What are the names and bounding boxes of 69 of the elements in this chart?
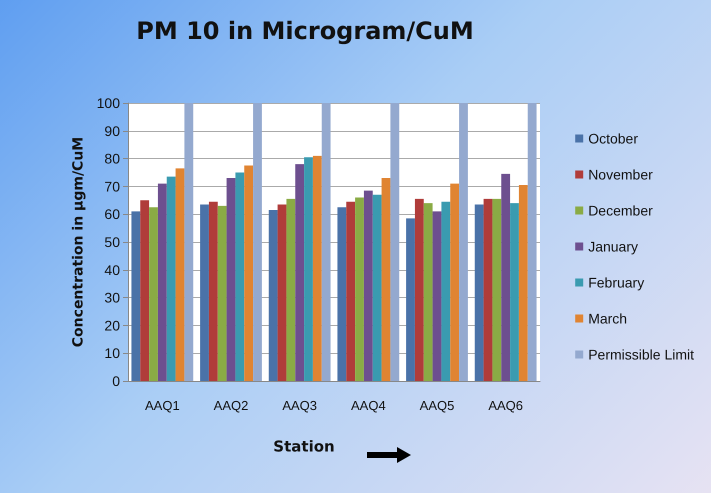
x-tick-label: AAQ5 — [420, 398, 454, 413]
legend-label: January — [588, 238, 638, 254]
y-tick-label: 20 — [104, 317, 120, 334]
bar — [510, 203, 519, 381]
bar — [424, 203, 433, 381]
y-tick-label: 100 — [96, 95, 120, 111]
bar — [390, 103, 400, 381]
bar — [253, 103, 262, 381]
legend-label: March — [588, 310, 628, 326]
bar — [414, 198, 424, 381]
y-tick-label: 40 — [104, 262, 120, 278]
legend-label: February — [588, 274, 644, 290]
y-tick-label: 10 — [104, 345, 120, 362]
y-tick-label: 70 — [104, 178, 120, 194]
legend-label: December — [588, 202, 654, 218]
x-tick-label: AAQ2 — [214, 398, 248, 413]
bar — [432, 211, 442, 381]
bar — [501, 174, 510, 381]
chart-title: PM 10 in Microgram/CuM — [136, 17, 474, 45]
legend-label: November — [588, 166, 654, 182]
bar — [184, 103, 194, 381]
legend-label: October — [588, 130, 638, 146]
bar — [322, 103, 331, 381]
bar — [346, 202, 356, 381]
bar — [528, 103, 537, 381]
bar — [372, 194, 382, 381]
bar — [406, 218, 415, 381]
y-tick-label: 90 — [104, 122, 120, 139]
bar — [140, 200, 150, 381]
bar — [450, 184, 460, 381]
x-tick-label: AAQ3 — [282, 398, 318, 413]
bar — [218, 206, 227, 381]
bar — [312, 156, 322, 381]
bar — [235, 172, 244, 381]
bar — [208, 202, 218, 381]
y-tick-label: 60 — [104, 206, 120, 222]
bar — [518, 185, 528, 381]
bar — [268, 210, 278, 381]
bar — [131, 211, 140, 381]
bar — [176, 168, 184, 381]
y-tick-label: 30 — [104, 290, 120, 306]
bar — [441, 202, 450, 381]
bar — [149, 207, 158, 381]
bar — [244, 166, 254, 381]
bar — [226, 178, 236, 381]
bar — [295, 164, 304, 381]
x-tick-label: AAQ1 — [144, 398, 180, 413]
bar — [484, 198, 492, 381]
bar — [492, 198, 502, 381]
x-tick-label: AAQ6 — [488, 398, 524, 413]
bar — [158, 184, 167, 381]
bar — [337, 207, 346, 381]
y-tick-label: 80 — [104, 150, 120, 167]
bar — [459, 103, 468, 381]
bar — [364, 190, 373, 381]
x-axis-title: Station — [273, 438, 335, 456]
bar — [382, 178, 390, 381]
bar — [166, 176, 176, 381]
x-tick-label: AAQ4 — [350, 398, 386, 413]
y-tick-label: 50 — [104, 234, 120, 250]
y-tick-label: 0 — [112, 373, 120, 389]
bar — [355, 198, 364, 381]
bar — [304, 157, 313, 381]
bar — [474, 204, 484, 381]
legend-label: Permissible Limit — [588, 346, 694, 362]
bar — [286, 198, 296, 381]
y-axis-title: Concentration in µgm/CuM — [70, 136, 87, 348]
bar — [200, 204, 209, 381]
bar — [278, 204, 286, 381]
